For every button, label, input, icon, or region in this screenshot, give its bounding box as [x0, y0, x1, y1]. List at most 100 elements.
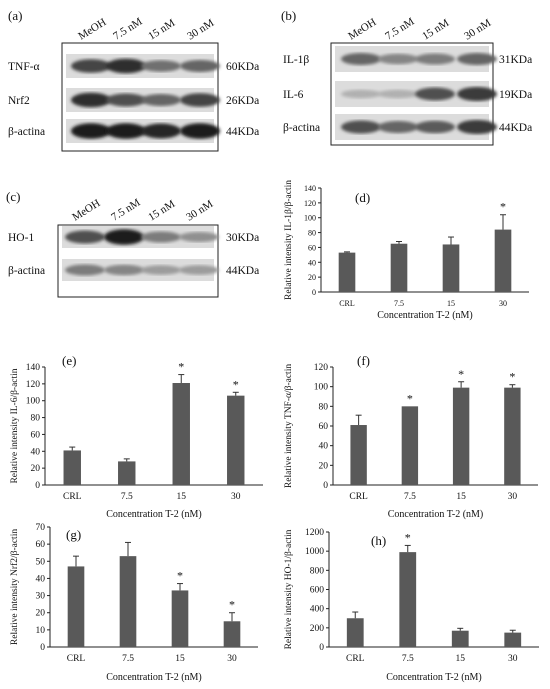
lane-label: 7.5 nM — [383, 15, 416, 42]
y-tick-label: 80 — [31, 414, 41, 424]
blot-band — [104, 229, 144, 245]
lane-label: MeOH — [70, 197, 102, 223]
blot-band — [104, 264, 144, 276]
panel-letter: (a) — [8, 8, 22, 23]
lane-label: MeOH — [76, 16, 108, 42]
x-tick-label: CRL — [63, 492, 82, 502]
blot-panel-a: (a) MeOH 7.5 nM 15 nM 30 nM TNF-α 60KDa Nrf2 26K… — [0, 0, 275, 160]
significance-marker: * — [233, 377, 239, 391]
chart-panel-h: (h) 0 200 400 600 800 1000 1200 CRL * 7.5 15 30 Conce… — [275, 515, 550, 684]
y-axis-label: Relative intensity TNF-α/β-actin — [284, 364, 294, 488]
row-label: Nrf2 — [8, 95, 30, 107]
chart-panel-d: (d) 0 20 40 60 80 100 120 140 CRL 7.5 15 * 30 Concentr… — [275, 180, 550, 330]
y-tick-label: 80 — [319, 402, 329, 412]
x-tick-label: 15 — [456, 492, 466, 502]
blot-band — [457, 53, 497, 65]
y-tick-label: 20 — [308, 273, 316, 282]
x-tick-label: 15 — [447, 299, 455, 308]
y-tick-label: 10 — [36, 626, 46, 636]
y-tick-label: 40 — [36, 574, 46, 584]
blot-band — [341, 53, 381, 65]
y-axis-label: Relative intensity HO-1/β-actin — [284, 529, 294, 649]
x-axis-label: Concentration T-2 (nM) — [106, 672, 202, 683]
y-tick-label: 20 — [319, 461, 329, 471]
blot-a-svg: (a) MeOH 7.5 nM 15 nM 30 nM TNF-α 60KDa Nrf2 26K… — [8, 8, 259, 152]
bar — [172, 383, 190, 485]
x-tick-label: 7.5 — [394, 299, 404, 308]
panel-letter: (h) — [371, 533, 386, 548]
x-tick-label: 30 — [231, 492, 241, 502]
chart-d-svg: (d) 0 20 40 60 80 100 120 140 CRL 7.5 15 * 30 Concentr… — [284, 180, 529, 321]
bar — [451, 630, 469, 647]
y-tick-label: 30 — [36, 592, 46, 602]
blot-band — [378, 121, 418, 133]
row-label: TNF-α — [8, 61, 40, 73]
chart-h-svg: (h) 0 200 400 600 800 1000 1200 CRL * 7.5 15 30 Conce… — [284, 528, 539, 683]
blot-b-svg: (b) MeOH 7.5 nM 15 nM 30 nM IL-1β 31KDa IL-6 19K… — [281, 8, 532, 146]
molecular-weight-label: 26KDa — [226, 95, 259, 107]
y-tick-label: 40 — [319, 442, 329, 452]
blot-band — [378, 53, 418, 65]
blot-band — [65, 264, 105, 276]
bar — [452, 387, 470, 485]
blot-band — [179, 232, 219, 242]
blot-band — [71, 92, 111, 108]
row-label: β-actina — [8, 126, 45, 138]
blot-band — [179, 265, 219, 275]
bar — [504, 632, 522, 647]
blot-band — [106, 58, 146, 74]
y-tick-label: 100 — [304, 214, 316, 223]
y-tick-label: 60 — [31, 430, 41, 440]
y-tick-label: 50 — [36, 557, 46, 567]
x-tick-label: 30 — [508, 654, 518, 664]
y-tick-label: 400 — [310, 605, 325, 615]
blot-band — [141, 60, 181, 72]
y-tick-label: 80 — [308, 229, 316, 238]
y-tick-label: 100 — [26, 397, 41, 407]
blot-band — [378, 89, 418, 99]
y-tick-label: 1200 — [305, 528, 324, 538]
x-tick-label: CRL — [339, 299, 355, 308]
y-tick-label: 20 — [31, 464, 41, 474]
blot-band — [141, 94, 181, 106]
molecular-weight-label: 19KDa — [499, 89, 532, 101]
row-label: β-actina — [283, 122, 320, 134]
x-tick-label: 15 — [177, 492, 187, 502]
lane-label: 30 nM — [184, 198, 215, 224]
bar — [346, 618, 364, 647]
y-tick-label: 120 — [304, 199, 316, 208]
bar — [390, 243, 408, 292]
panel-letter: (g) — [66, 527, 81, 542]
molecular-weight-label: 30KDa — [226, 232, 259, 244]
y-tick-label: 1000 — [305, 547, 324, 557]
blot-band — [106, 93, 146, 107]
row-label: β-actina — [8, 265, 45, 277]
significance-marker: * — [178, 360, 184, 374]
y-tick-label: 60 — [319, 422, 329, 432]
bar — [63, 450, 81, 485]
y-tick-label: 140 — [26, 363, 41, 373]
bar — [399, 552, 417, 647]
molecular-weight-label: 44KDa — [499, 122, 532, 134]
row-label: IL-6 — [283, 89, 304, 101]
lane-label: 15 nM — [146, 17, 177, 43]
y-tick-label: 120 — [26, 380, 41, 390]
panel-letter: (b) — [281, 8, 296, 23]
blot-band — [180, 123, 220, 139]
y-axis-label: Relative intensity IL-6/β-actin — [10, 368, 20, 483]
bar — [401, 406, 419, 485]
chart-panel-f: (f) 0 20 40 60 80 100 120 CRL * 7.5 * 15 * 30 Concentra… — [275, 345, 550, 520]
lane-label: 30 nM — [185, 17, 216, 43]
lane-label: 15 nM — [420, 17, 451, 43]
panel-letter: (c) — [6, 189, 20, 204]
significance-marker: * — [458, 367, 464, 381]
x-tick-label: 7.5 — [402, 654, 414, 664]
bar — [119, 556, 137, 647]
molecular-weight-label: 44KDa — [226, 265, 259, 277]
y-tick-label: 70 — [36, 523, 46, 533]
row-label: HO-1 — [8, 232, 34, 244]
panel-letter: (d) — [355, 190, 370, 205]
chart-panel-g: (g) 0 10 20 30 40 50 60 70 CRL 7.5 * 15 * 30 Concentrat… — [0, 515, 275, 684]
chart-e-svg: (e) 0 20 40 60 80 100 120 140 CRL 7.5 * 15 * 30 Concent… — [10, 353, 263, 520]
molecular-weight-label: 44KDa — [226, 126, 259, 138]
